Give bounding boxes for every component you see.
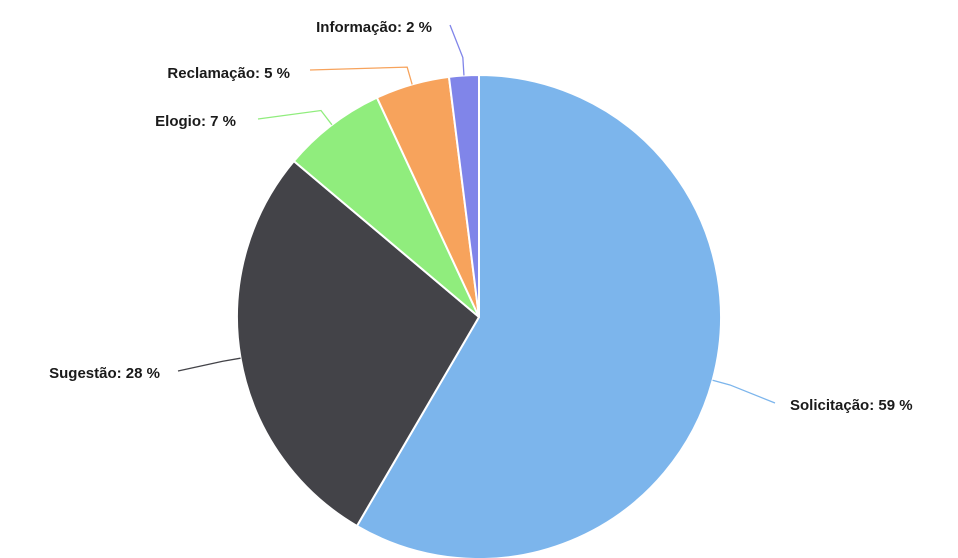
pie-slice-sugestao[interactable] <box>236 160 480 527</box>
label-connectors <box>177 24 776 404</box>
pie-slice-solicitacao[interactable] <box>355 74 722 558</box>
pie-slice-elogio[interactable] <box>292 96 480 318</box>
data-label-solicitacao: Solicitação: 59 % <box>790 397 913 414</box>
data-label-reclamacao: Reclamação: 5 % <box>167 65 290 82</box>
connector-sugestao <box>177 357 241 372</box>
connector-solicitacao <box>712 379 776 404</box>
connector-elogio <box>257 109 333 126</box>
connector-informacao <box>449 24 465 76</box>
pie-slices <box>236 74 722 558</box>
data-labels: Solicitação: 59 % Sugestão: 28 % Elogio: 7… <box>49 19 912 414</box>
connector-reclamacao <box>309 66 413 85</box>
data-label-elogio: Elogio: 7 % <box>155 113 236 130</box>
data-label-informacao: Informação: 2 % <box>316 19 432 36</box>
data-label-sugestao: Sugestão: 28 % <box>49 365 160 382</box>
